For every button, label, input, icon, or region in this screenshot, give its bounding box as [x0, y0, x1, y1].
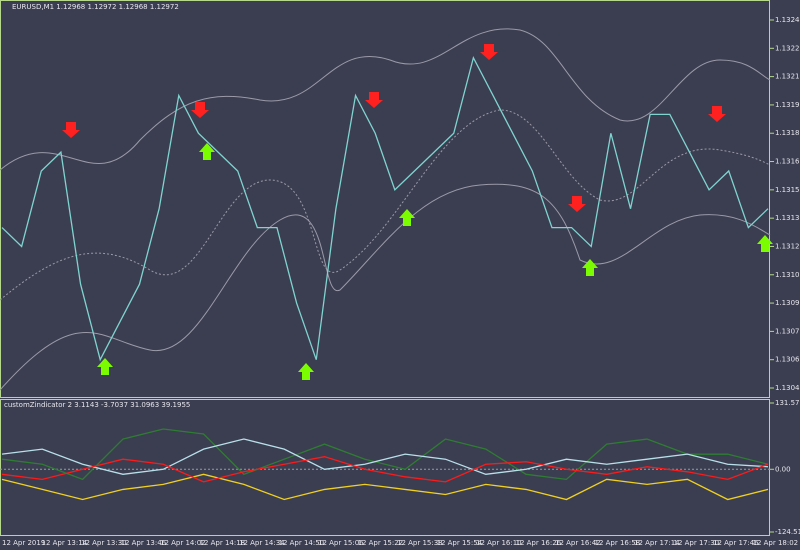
time-label: 12 Apr 16:10	[476, 539, 522, 547]
time-label: 12 Apr 14:02	[160, 539, 206, 547]
y-tick-label: 131.5716	[775, 399, 800, 407]
time-label: 12 Apr 17:14	[634, 539, 680, 547]
series-line	[1, 438, 769, 475]
time-label: 12 Apr 13:14	[42, 539, 88, 547]
time-label: 12 Apr 13:30	[81, 539, 127, 547]
y-tick-label: 1.13045	[775, 384, 800, 392]
y-tick-label: 1.13165	[775, 158, 800, 166]
y-tick-label: -124.5185	[775, 528, 800, 536]
main-frame	[0, 0, 770, 398]
y-tick-label: 1.13075	[775, 327, 800, 335]
time-label: 12 Apr 15:54	[437, 539, 483, 547]
upper-band	[0, 28, 771, 171]
time-label: 12 Apr 16:42	[555, 539, 601, 547]
y-tick-label: 1.13225	[775, 44, 800, 52]
y-tick-label: 1.13180	[775, 129, 800, 137]
lower-band	[0, 183, 771, 391]
y-tick-label: 1.13090	[775, 299, 800, 307]
y-tick-label: 1.13060	[775, 356, 800, 364]
middle-band	[0, 109, 771, 301]
time-label: 12 Apr 17:46	[713, 539, 759, 547]
series-line	[1, 473, 769, 501]
sell-arrows	[62, 44, 726, 212]
time-label: 12 Apr 14:50	[279, 539, 325, 547]
time-label: 12 Apr 17:30	[674, 539, 720, 547]
time-label: 12 Apr 14:34	[239, 539, 285, 547]
indicator-frame	[0, 399, 770, 536]
y-tick-label: 1.13195	[775, 101, 800, 109]
buy-arrows	[97, 143, 773, 380]
time-label: 12 Apr 13:46	[121, 539, 167, 547]
y-tick-label: 1.13105	[775, 271, 800, 279]
indicator-title: customZindicator 2 3.1143 -3.7037 31.096…	[4, 401, 190, 409]
series-line	[1, 456, 769, 483]
time-label: 12 Apr 18:02	[753, 539, 799, 547]
time-label: 12 Apr 14:18	[200, 539, 246, 547]
y-tick-label: 1.13150	[775, 186, 800, 194]
y-tick-label: 1.13120	[775, 242, 800, 250]
time-label: 12 Apr 15:38	[397, 539, 443, 547]
time-label: 12 Apr 16:26	[516, 539, 562, 547]
series-line	[1, 55, 769, 362]
time-label: 12 Apr 15:06	[318, 539, 364, 547]
y-tick-label: 1.13240	[775, 16, 800, 24]
time-label: 12 Apr 2019	[2, 539, 45, 547]
y-tick-label: 0.00	[775, 465, 791, 473]
symbol-header: EURUSD,M1 1.12968 1.12972 1.12968 1.1297…	[12, 3, 179, 11]
time-label: 12 Apr 15:22	[358, 539, 404, 547]
time-label: 12 Apr 16:58	[595, 539, 641, 547]
y-tick-label: 1.13210	[775, 73, 800, 81]
y-tick-label: 1.13135	[775, 214, 800, 222]
series-line	[1, 428, 769, 481]
